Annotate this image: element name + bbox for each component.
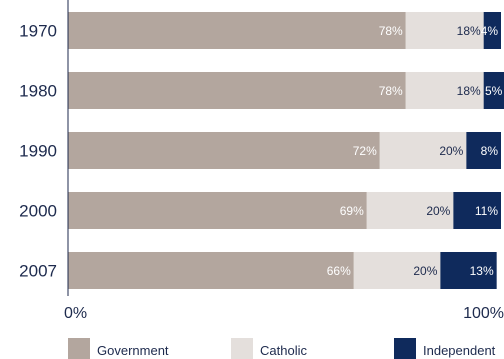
bar-independent-1970 bbox=[483, 12, 501, 49]
y-tick-label-2000: 2000 bbox=[19, 202, 57, 221]
data-label-government-1990: 72% bbox=[353, 144, 377, 158]
bar-independent-2007 bbox=[440, 252, 497, 289]
bar-catholic-1980 bbox=[405, 72, 484, 109]
bar-row-1970: 78% 18% 4% bbox=[68, 12, 501, 49]
y-tick-label-1980: 1980 bbox=[19, 82, 57, 101]
bar-government-1990 bbox=[68, 132, 380, 169]
legend-swatch-government bbox=[68, 338, 90, 359]
y-tick-label-1970: 1970 bbox=[19, 22, 57, 41]
bar-row-1980: 78% 18% 5% bbox=[68, 72, 504, 109]
legend-swatch-catholic bbox=[231, 338, 253, 359]
data-label-catholic-2007: 20% bbox=[413, 264, 437, 278]
bar-catholic-2007 bbox=[353, 252, 441, 289]
data-label-independent-1980: 5% bbox=[485, 84, 503, 98]
data-label-independent-1970: 4% bbox=[481, 24, 499, 38]
legend-label-government: Government bbox=[97, 343, 169, 358]
legend-label-catholic: Catholic bbox=[260, 343, 307, 358]
bar-row-2007: 66% 20% 13% bbox=[68, 252, 497, 289]
bar-government-2000 bbox=[68, 192, 367, 229]
bar-independent-1990 bbox=[466, 132, 501, 169]
bar-government-1970 bbox=[68, 12, 406, 49]
legend: Government Catholic Independent bbox=[68, 338, 496, 359]
data-label-government-1980: 78% bbox=[379, 84, 403, 98]
y-tick-label-1990: 1990 bbox=[19, 142, 57, 161]
bar-government-2007 bbox=[68, 252, 354, 289]
bar-catholic-1970 bbox=[405, 12, 484, 49]
x-tick-label-min: 0% bbox=[64, 305, 87, 322]
y-tick-label-2007: 2007 bbox=[19, 262, 57, 281]
bar-row-1990: 72% 20% 8% bbox=[68, 132, 501, 169]
data-label-government-2000: 69% bbox=[340, 204, 364, 218]
legend-item-government: Government bbox=[68, 338, 169, 359]
data-label-independent-1990: 8% bbox=[481, 144, 499, 158]
data-label-catholic-1990: 20% bbox=[439, 144, 463, 158]
bar-area: 78% 18% 4%78% 18% 5%72% 20% 8%69% 20% 11%66% 20% 1… bbox=[68, 12, 504, 289]
legend-item-catholic: Catholic bbox=[231, 338, 307, 359]
bar-independent-1980 bbox=[483, 72, 504, 109]
y-axis-labels: 1970 1980 1990 2000 2007 bbox=[19, 22, 57, 281]
data-label-catholic-1980: 18% bbox=[457, 84, 481, 98]
data-label-catholic-1970: 18% bbox=[457, 24, 481, 38]
bar-catholic-2000 bbox=[366, 192, 454, 229]
data-label-independent-2007: 13% bbox=[470, 264, 494, 278]
data-label-government-1970: 78% bbox=[379, 24, 403, 38]
legend-label-independent: Independent bbox=[423, 343, 496, 358]
data-label-independent-2000: 11% bbox=[475, 204, 498, 218]
bar-row-2000: 69% 20% 11% bbox=[68, 192, 501, 229]
data-label-catholic-2000: 20% bbox=[426, 204, 450, 218]
data-label-government-2007: 66% bbox=[327, 264, 351, 278]
legend-swatch-independent bbox=[394, 338, 416, 359]
legend-item-independent: Independent bbox=[394, 338, 496, 359]
bar-independent-2000 bbox=[453, 192, 501, 229]
x-tick-label-max: 100% bbox=[463, 305, 504, 322]
x-axis-labels: 0% 100% bbox=[64, 305, 504, 322]
bar-government-1980 bbox=[68, 72, 406, 109]
bar-catholic-1990 bbox=[379, 132, 467, 169]
